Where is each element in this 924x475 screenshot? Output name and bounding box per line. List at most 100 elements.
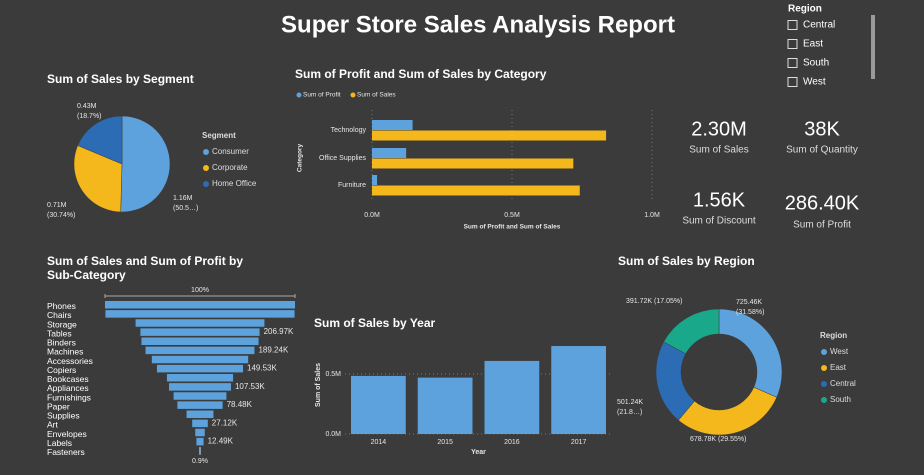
slicer-item[interactable]: Central: [803, 20, 835, 31]
report-title: Super Store Sales Analysis Report: [281, 11, 675, 38]
bar: [551, 346, 606, 434]
funnel-bar: [192, 419, 208, 428]
category-label: Paper: [47, 401, 70, 411]
card-label: Sum of Profit: [793, 220, 851, 231]
bar: [372, 185, 580, 196]
bar: [372, 120, 413, 130]
pie-slice: [120, 115, 171, 213]
category-label: Binders: [47, 338, 76, 348]
slicer-item[interactable]: West: [803, 77, 826, 88]
category-label: Envelopes: [47, 429, 87, 439]
card-value: 286.40K: [785, 192, 860, 214]
data-label: 0.71M (30.74%): [47, 202, 75, 219]
funnel-bar: [151, 355, 249, 364]
percent-label: 0.9%: [192, 458, 208, 465]
data-label: 12.49K: [208, 437, 234, 446]
bar: [417, 377, 473, 434]
category-label: Machines: [47, 347, 83, 357]
pie-slice: [73, 145, 123, 213]
category-label: Accessories: [47, 356, 93, 366]
card-label: Sum of Quantity: [786, 145, 858, 156]
card-value: 1.56K: [693, 189, 746, 211]
card-value: 38K: [804, 118, 840, 140]
funnel-bar: [177, 401, 223, 409]
x-axis-title: Year: [471, 449, 486, 456]
y-axis-title: Sum of Sales: [315, 363, 322, 407]
legend-label: Central: [830, 379, 856, 388]
y-tick-label: 0.0M: [325, 431, 341, 438]
legend-marker: [821, 397, 827, 403]
y-tick-label: Furniture: [338, 182, 366, 189]
slicer-item[interactable]: South: [803, 58, 829, 69]
legend-marker: [350, 92, 356, 98]
category-label: Bookcases: [47, 374, 89, 384]
data-label: 1.16M (50.5…): [173, 195, 198, 212]
funnel-bar: [195, 428, 205, 437]
funnel-bar: [140, 328, 260, 336]
card-value: 2.30M: [691, 118, 747, 140]
legend-marker: [821, 349, 827, 355]
bar: [372, 148, 407, 158]
checkbox[interactable]: [787, 20, 798, 30]
legend-marker: [296, 92, 302, 98]
legend-title: Segment: [202, 131, 236, 140]
legend-marker: [203, 165, 209, 171]
pie-slice: [77, 115, 123, 165]
category-label: Appliances: [47, 383, 89, 393]
funnel-bar: [169, 383, 231, 391]
legend-marker: [821, 381, 827, 387]
data-label: 391.72K (17.05%): [626, 298, 682, 305]
data-label: 206.97K: [264, 327, 294, 336]
y-axis-title: Category: [297, 144, 304, 173]
scrollbar[interactable]: [871, 15, 875, 79]
bar: [351, 375, 406, 434]
category-label: Furnishings: [47, 392, 91, 402]
data-label: 149.53K: [247, 364, 277, 373]
data-label: 678.78K (29.55%): [690, 436, 746, 443]
data-label: 0.43M (18.7%): [77, 103, 102, 120]
x-axis-title: Sum of Profit and Sum of Sales: [464, 224, 561, 231]
donut-segment: [678, 386, 778, 436]
x-tick-label: 2014: [371, 439, 387, 446]
slicer-title: Region: [788, 4, 822, 15]
funnel-bar: [145, 346, 255, 355]
bar: [484, 360, 540, 434]
data-label: 107.53K: [235, 382, 265, 391]
checkbox[interactable]: [787, 77, 798, 87]
funnel-bar: [141, 337, 259, 345]
legend-marker: [821, 365, 827, 371]
funnel-bar: [156, 364, 244, 373]
data-label: 501.24K (21.8…): [617, 399, 643, 416]
legend-label: Consumer: [212, 147, 249, 156]
card-label: Sum of Discount: [682, 216, 756, 227]
checkbox[interactable]: [787, 58, 798, 68]
y-tick-label: Office Supplies: [319, 155, 366, 162]
chart-title: Sum of Sales and Sum of Profit by Sub-Ca…: [47, 254, 244, 282]
legend-label: Corporate: [212, 163, 248, 172]
funnel-bar: [135, 319, 265, 327]
funnel-bar: [166, 374, 234, 382]
category-label: Phones: [47, 301, 76, 311]
slicer-item[interactable]: East: [803, 39, 823, 50]
x-tick-label: 2016: [504, 439, 520, 446]
percent-label: 100%: [191, 287, 209, 294]
legend-label: Home Office: [212, 179, 257, 188]
card-label: Sum of Sales: [689, 145, 748, 156]
x-tick-label: 2017: [571, 439, 587, 446]
legend-label: Sum of Sales: [357, 92, 396, 99]
legend-label: East: [830, 363, 847, 372]
x-tick-label: 0.0M: [364, 212, 380, 219]
category-label: Fasteners: [47, 447, 85, 457]
chart-title: Sum of Sales by Year: [314, 316, 436, 330]
category-label: Chairs: [47, 310, 72, 320]
donut-segment: [663, 308, 720, 355]
category-label: Art: [47, 420, 59, 430]
bar: [372, 158, 574, 169]
legend-label: Sum of Profit: [303, 92, 341, 99]
x-tick-label: 1.0M: [644, 212, 660, 219]
checkbox[interactable]: [787, 39, 798, 49]
category-label: Tables: [47, 328, 72, 338]
y-tick-label: 0.5M: [325, 371, 341, 378]
legend-title: Region: [820, 331, 847, 340]
